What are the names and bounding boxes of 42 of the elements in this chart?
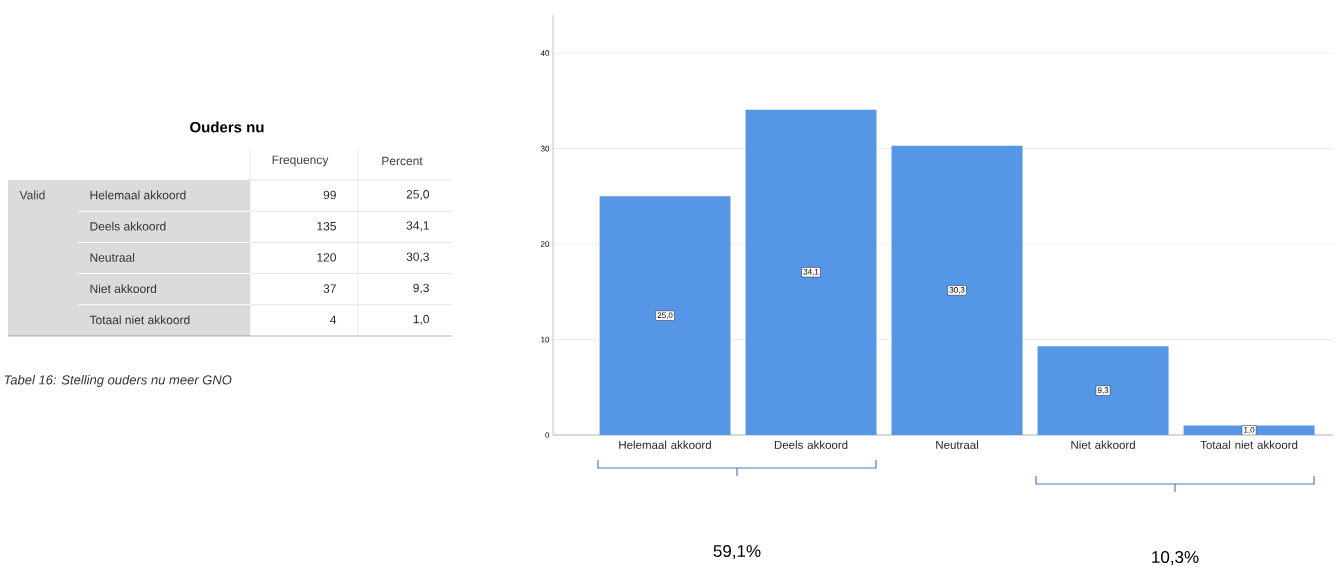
data-label: 9,3 xyxy=(413,283,429,294)
category-label: Totaal niet akkoord xyxy=(89,315,190,325)
data-label: 34,1 xyxy=(803,268,819,276)
data-label: 1,0 xyxy=(1244,426,1255,434)
text: Tabel 16: Stelling ouders nu meer GNO xyxy=(4,374,232,388)
data-label: 120 xyxy=(317,253,336,262)
data-label: 1,0 xyxy=(413,314,430,325)
y-tick-label: 20 xyxy=(540,241,550,247)
data-label: 4 xyxy=(330,315,337,324)
category-label: Neutraal xyxy=(90,253,135,262)
text: Valid xyxy=(19,190,45,200)
bar xyxy=(1183,425,1315,435)
data-label: 25,0 xyxy=(657,312,673,319)
data-label: 30,3 xyxy=(949,287,965,294)
x-tick-label: Niet akkoord xyxy=(1071,440,1135,449)
y-tick-label: 10 xyxy=(541,336,550,343)
text: 59,1% xyxy=(713,544,761,560)
y-tick-label: 30 xyxy=(540,145,550,152)
x-tick-label: Deels akkoord xyxy=(774,440,848,449)
data-label: 30,3 xyxy=(406,252,429,263)
text: Ouders nu xyxy=(190,121,264,133)
data-label: 9,3 xyxy=(1097,387,1109,394)
text: 10,3% xyxy=(1152,550,1199,566)
bar xyxy=(599,196,731,435)
bar xyxy=(745,109,877,435)
category-label: Deels akkoord xyxy=(90,221,166,231)
x-tick-label: Totaal niet akkoord xyxy=(1200,440,1298,449)
text: Frequency xyxy=(272,155,329,167)
bar xyxy=(1037,346,1169,435)
data-label: 37 xyxy=(323,284,336,293)
y-tick-label: 40 xyxy=(540,50,550,57)
data-label: 34,1 xyxy=(406,221,429,232)
data-label: 25,0 xyxy=(406,190,430,200)
x-tick-label: Helemaal akkoord xyxy=(619,440,711,449)
category-label: Niet akkoord xyxy=(90,284,157,293)
data-label: 135 xyxy=(317,221,336,231)
category-label: Helemaal akkoord xyxy=(90,190,186,200)
text: Percent xyxy=(382,156,423,166)
y-tick-label: 0 xyxy=(545,432,550,438)
bar xyxy=(891,145,1023,435)
data-label: 99 xyxy=(323,190,336,200)
x-tick-label: Neutraal xyxy=(936,440,978,449)
